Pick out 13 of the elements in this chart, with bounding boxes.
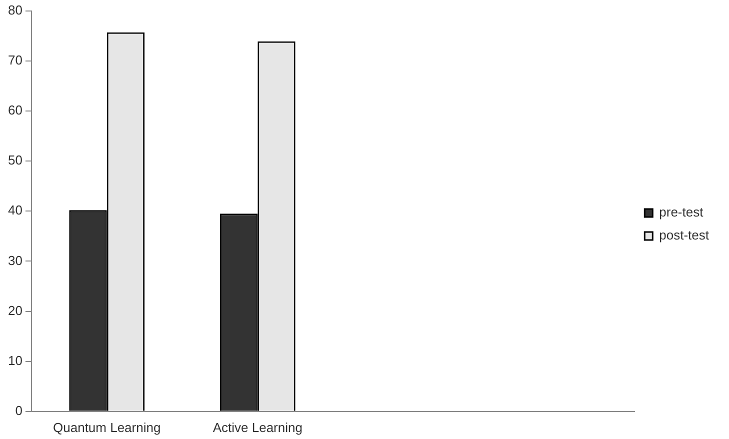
y-tick-label: 80 — [8, 2, 22, 18]
y-tick-label: 0 — [15, 402, 22, 418]
y-tick-label: 50 — [8, 152, 22, 168]
y-tick-label: 60 — [8, 102, 22, 118]
y-tick-label: 30 — [8, 252, 22, 268]
x-tick-label: Quantum Learning — [53, 420, 161, 435]
y-tick-label: 70 — [8, 52, 22, 68]
x-tick-label: Active Learning — [212, 420, 302, 435]
legend-label: pre-test — [659, 204, 704, 220]
y-tick-label: 10 — [8, 352, 22, 368]
y-tick-label: 40 — [8, 202, 22, 218]
y-tick-label: 20 — [8, 302, 22, 318]
legend-label: post-test — [659, 228, 710, 243]
